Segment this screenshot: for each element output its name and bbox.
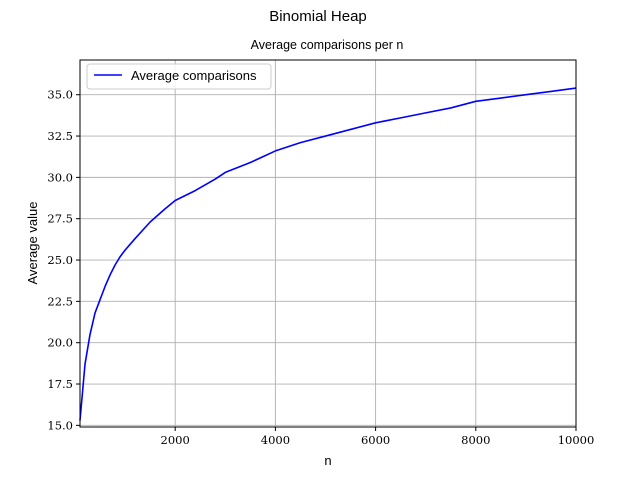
y-tick-label: 30.0 bbox=[47, 170, 73, 184]
y-tick-label: 25.0 bbox=[47, 253, 73, 267]
y-tick-label: 32.5 bbox=[47, 129, 73, 143]
x-axis-label: n bbox=[324, 453, 331, 468]
y-tick-label: 35.0 bbox=[47, 88, 73, 102]
x-tick-label: 4000 bbox=[261, 433, 290, 447]
y-tick-label: 20.0 bbox=[47, 336, 73, 350]
y-axis-label: Average value bbox=[25, 202, 40, 285]
x-axis-ticks: 2000 4000 6000 8000 10000 bbox=[161, 427, 595, 447]
legend-label: Average comparisons bbox=[131, 68, 257, 83]
grid-layer bbox=[80, 60, 577, 427]
plot-area: 2000 4000 6000 8000 10000 15.0 17.5 20.0 22.5 25… bbox=[47, 59, 595, 447]
x-tick-label: 2000 bbox=[161, 433, 190, 447]
x-tick-label: 8000 bbox=[461, 433, 490, 447]
series-line-average-comparisons bbox=[79, 87, 577, 421]
y-tick-label: 27.5 bbox=[47, 212, 73, 226]
y-tick-label: 17.5 bbox=[47, 377, 73, 391]
legend: Average comparisons bbox=[86, 63, 272, 90]
y-axis-ticks: 15.0 17.5 20.0 22.5 25.0 27.5 30.0 32.5 35.0 bbox=[47, 88, 80, 432]
x-tick-label: 6000 bbox=[361, 433, 390, 447]
series-layer bbox=[79, 87, 577, 421]
legend-box bbox=[86, 63, 272, 90]
y-tick-label: 22.5 bbox=[47, 294, 73, 308]
chart-title: Average comparisons per n bbox=[251, 38, 404, 52]
y-tick-label: 15.0 bbox=[47, 418, 73, 432]
axes-frame bbox=[79, 59, 577, 428]
figure-title: Binomial Heap bbox=[269, 8, 367, 25]
x-tick-label: 10000 bbox=[558, 433, 595, 447]
